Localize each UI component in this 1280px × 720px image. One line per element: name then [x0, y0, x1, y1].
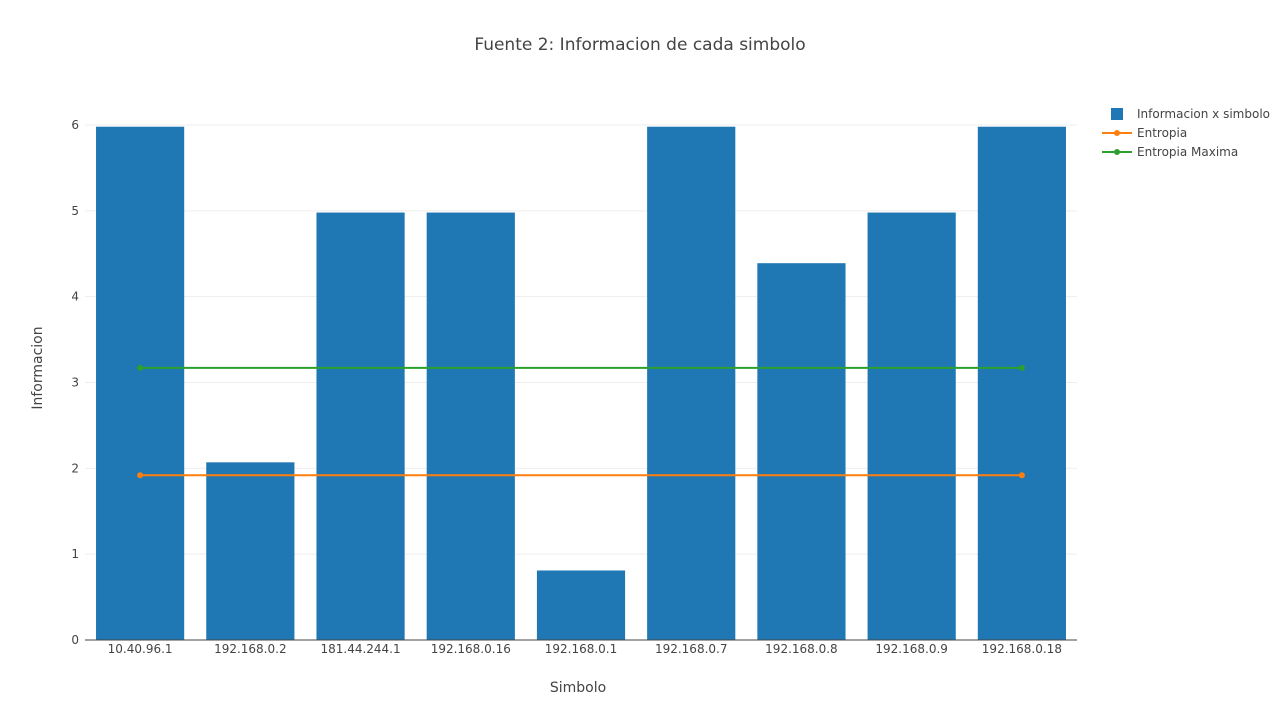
x-tick-label: 10.40.96.1 [108, 642, 173, 656]
x-tick-labels: 10.40.96.1 192.168.0.2 181.44.244.1 192.168… [108, 642, 1062, 656]
legend-item[interactable]: Informacion x simbolo [1111, 107, 1270, 121]
y-tick-label: 0 [71, 633, 79, 647]
y-axis-title: Informacion [30, 326, 46, 409]
y-tick-label: 6 [71, 118, 79, 132]
y-tick-label: 4 [71, 290, 79, 304]
chart-title: Fuente 2: Informacion de cada simbolo [474, 35, 805, 55]
legend-marker [1114, 149, 1120, 155]
y-tick-label: 1 [71, 547, 79, 561]
bar[interactable] [316, 212, 405, 641]
legend-label: Entropia Maxima [1137, 145, 1238, 159]
x-tick-label: 192.168.0.2 [214, 642, 287, 656]
x-axis-title: Simbolo [550, 680, 606, 696]
bar[interactable] [977, 126, 1066, 640]
x-tick-label: 192.168.0.7 [655, 642, 728, 656]
x-tick-label: 192.168.0.18 [982, 642, 1062, 656]
legend-item[interactable]: Entropia Maxima [1102, 145, 1238, 159]
bar[interactable] [206, 462, 295, 640]
bar[interactable] [757, 263, 846, 640]
reference-lines [137, 364, 1025, 479]
x-tick-label: 181.44.244.1 [320, 642, 400, 656]
bars [96, 126, 1066, 641]
bar[interactable] [647, 126, 736, 640]
y-tick-labels: 0 1 2 3 4 5 6 [71, 118, 79, 647]
series-marker[interactable] [137, 364, 144, 371]
series-marker[interactable] [1018, 364, 1025, 371]
bar[interactable] [867, 212, 956, 641]
x-tick-label: 192.168.0.16 [431, 642, 511, 656]
legend-label: Informacion x simbolo [1137, 107, 1270, 121]
series-marker[interactable] [137, 472, 144, 479]
x-tick-label: 192.168.0.1 [545, 642, 618, 656]
y-tick-label: 2 [71, 461, 79, 475]
bar[interactable] [426, 212, 515, 641]
legend-label: Entropia [1137, 126, 1187, 140]
legend-item[interactable]: Entropia [1102, 126, 1187, 140]
series-marker[interactable] [1018, 472, 1025, 479]
x-tick-label: 192.168.0.9 [875, 642, 948, 656]
y-tick-label: 3 [71, 376, 79, 390]
legend[interactable]: Informacion x simbolo Entropia Entropia Ma… [1102, 107, 1270, 159]
bar[interactable] [536, 570, 626, 640]
legend-swatch [1111, 108, 1123, 120]
legend-marker [1114, 130, 1120, 136]
bar[interactable] [96, 126, 185, 640]
y-tick-label: 5 [71, 204, 79, 218]
x-tick-label: 192.168.0.8 [765, 642, 838, 656]
